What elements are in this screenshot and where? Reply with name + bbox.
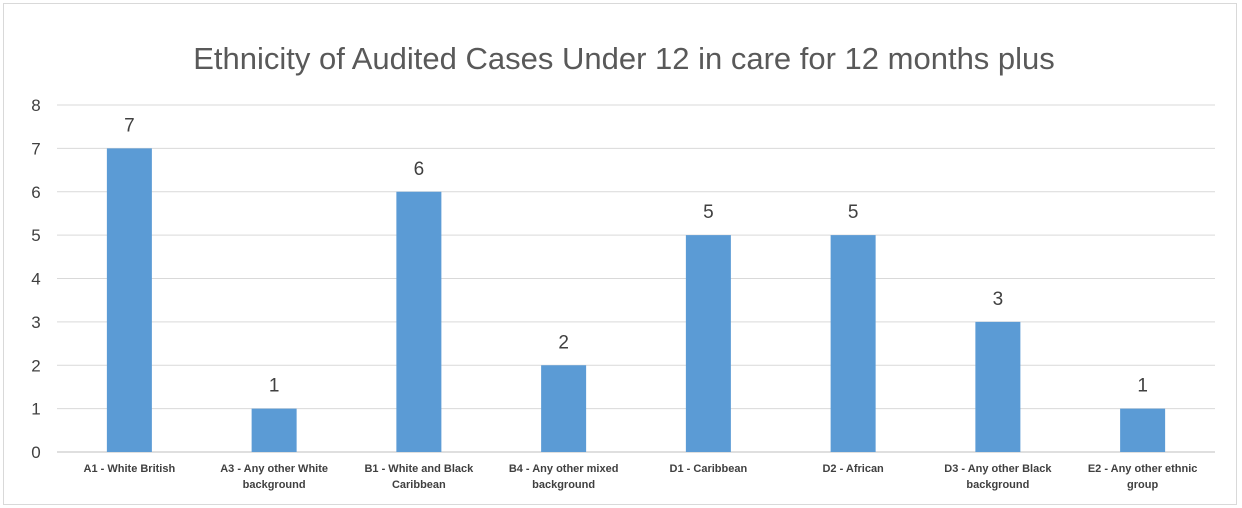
data-label: 5 [703, 202, 714, 223]
chart-frame [3, 3, 1237, 505]
data-labels: 7 1 6 2 5 5 3 1 [124, 115, 1148, 396]
y-axis-ticks: 0 1 2 3 4 5 6 7 8 [31, 96, 40, 462]
x-tick-label-line: background [243, 479, 306, 491]
data-label: 1 [269, 376, 280, 397]
x-tick-label-line: A1 - White British [84, 463, 176, 475]
chart-title: Ethnicity of Audited Cases Under 12 in c… [193, 41, 1055, 76]
x-tick-label-line: B4 - Any other mixed [509, 463, 619, 475]
data-label: 6 [414, 159, 425, 180]
bar [106, 148, 152, 452]
bar [685, 235, 731, 452]
y-tick-label: 6 [31, 183, 40, 202]
y-tick-label: 7 [31, 139, 40, 158]
x-tick-label: E2 - Any other ethnic group [1088, 463, 1198, 491]
data-label: 5 [848, 202, 859, 223]
y-tick-label: 0 [31, 443, 40, 462]
y-tick-label: 5 [31, 226, 40, 245]
bar [830, 235, 876, 452]
bar [251, 408, 297, 452]
data-label: 2 [558, 332, 569, 353]
data-label: 1 [1137, 376, 1148, 397]
bar [541, 365, 587, 452]
x-tick-label: B4 - Any other mixed background [509, 463, 619, 491]
bar [1120, 408, 1166, 452]
x-tick-label-line: E2 - Any other ethnic [1088, 463, 1198, 475]
x-tick-label-line: B1 - White and Black [364, 463, 474, 475]
x-tick-label: A1 - White British [84, 463, 176, 475]
y-tick-label: 2 [31, 356, 40, 375]
bar [396, 191, 442, 452]
x-tick-label-line: D3 - Any other Black [944, 463, 1052, 475]
x-tick-label-line: background [966, 479, 1029, 491]
x-tick-label-line: D2 - African [822, 463, 884, 475]
x-axis-ticks: A1 - White British A3 - Any other White ba… [84, 463, 1198, 491]
data-label: 3 [993, 289, 1004, 310]
x-tick-label: A3 - Any other White background [220, 463, 328, 491]
y-tick-label: 3 [31, 313, 40, 332]
bar [975, 321, 1021, 452]
x-tick-label-line: D1 - Caribbean [670, 463, 748, 475]
gridlines [57, 104, 1215, 453]
x-tick-label: D1 - Caribbean [670, 463, 748, 475]
x-tick-label: D3 - Any other Black background [944, 463, 1052, 491]
y-tick-label: 8 [31, 96, 40, 115]
x-tick-label-line: background [532, 479, 595, 491]
y-tick-label: 4 [31, 270, 40, 289]
y-tick-label: 1 [31, 400, 40, 419]
x-tick-label: B1 - White and Black Caribbean [364, 463, 474, 491]
x-tick-label-line: A3 - Any other White [220, 463, 328, 475]
x-tick-label-line: group [1127, 479, 1158, 491]
data-label: 7 [124, 115, 135, 136]
bars [106, 148, 1166, 452]
x-tick-label-line: Caribbean [392, 479, 446, 491]
x-tick-label: D2 - African [822, 463, 884, 475]
